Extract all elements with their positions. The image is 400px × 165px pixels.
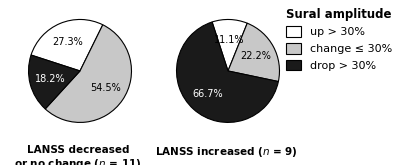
Wedge shape xyxy=(176,22,278,122)
Text: 18.2%: 18.2% xyxy=(35,74,66,84)
Text: LANSS decreased
or no change ($n$ = 11): LANSS decreased or no change ($n$ = 11) xyxy=(14,145,142,165)
Text: 27.3%: 27.3% xyxy=(53,37,83,48)
Text: LANSS increased ($n$ = 9): LANSS increased ($n$ = 9) xyxy=(155,145,297,159)
Text: 54.5%: 54.5% xyxy=(90,83,121,93)
Text: 22.2%: 22.2% xyxy=(240,51,271,61)
Text: 11.1%: 11.1% xyxy=(214,35,244,45)
Wedge shape xyxy=(45,25,132,122)
Text: 66.7%: 66.7% xyxy=(192,89,223,99)
Wedge shape xyxy=(31,19,103,71)
Wedge shape xyxy=(212,19,247,71)
Wedge shape xyxy=(28,55,80,109)
Legend: up > 30%, change ≤ 30%, drop > 30%: up > 30%, change ≤ 30%, drop > 30% xyxy=(283,6,394,73)
Wedge shape xyxy=(228,23,280,82)
